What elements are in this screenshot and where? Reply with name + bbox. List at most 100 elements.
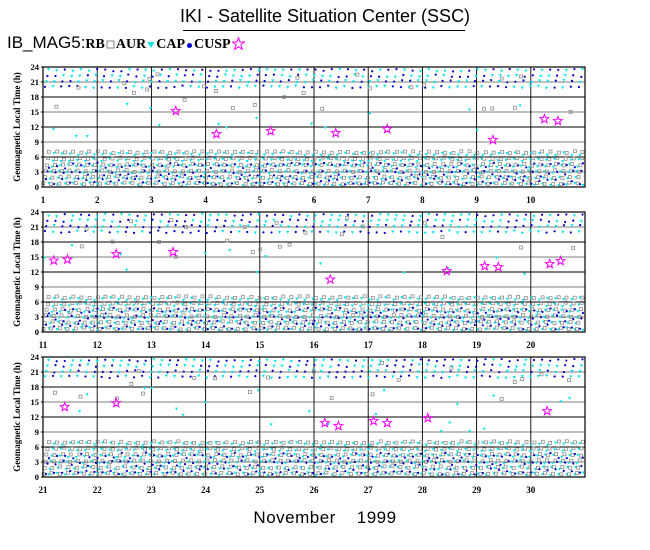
cap-point [556,460,559,463]
aur-point [172,157,176,161]
rb-point [555,155,560,160]
aur-point [272,364,276,368]
aur-point [343,296,347,300]
cap-point [175,174,179,177]
aur-point [102,364,106,368]
rb-point [402,295,407,299]
rb-point [174,162,178,166]
cap-point [532,68,536,71]
rb-point [208,440,213,445]
aur-point [147,309,151,312]
cap-point [355,163,358,166]
cap-point [392,179,395,183]
cap-point [111,316,114,319]
rb-point [176,439,181,444]
aur-point [452,175,457,179]
rb-point [118,447,123,451]
aur-point [362,326,367,330]
aur-point [504,447,508,451]
rb-point [426,149,431,154]
cap-point [440,84,443,88]
cap-point [353,318,357,321]
aur-point [92,443,97,447]
aur-point [289,215,293,219]
aur-point [473,443,477,447]
cap-point [216,218,219,222]
cap-point [133,177,137,181]
aur-point [536,230,541,234]
rb-point [92,459,97,463]
rb-point [198,308,202,313]
aur-point [534,170,538,174]
cap-point [553,230,556,233]
cap-point [562,469,565,472]
aur-point [382,310,386,313]
cap-point [400,179,404,182]
rb-point [465,163,470,168]
aur-point [95,360,99,363]
rb-point [419,295,423,300]
cap-point [480,374,483,377]
aur-point [52,80,56,84]
cap-point [467,460,470,463]
cap-point [394,318,397,322]
rb-point [114,327,119,332]
aur-point [548,213,552,217]
rb-point [166,163,171,168]
rb-point [333,175,338,180]
aur-point [471,311,475,315]
rb-point [510,326,515,330]
aur-point [518,104,522,108]
y-tick-label: 21 [31,367,40,377]
rb-point [410,294,415,299]
rb-point [341,465,346,469]
aur-point [361,365,365,369]
rb-point [175,300,180,305]
aur-point [332,316,336,320]
aur-point [439,448,443,452]
rb-point [424,170,428,174]
y-tick-label: 6 [35,152,39,162]
rb-point [228,174,233,179]
cap-point [539,462,543,465]
aur-point [230,297,234,301]
y-tick-label: 12 [31,122,40,132]
rb-point [311,169,315,174]
rb-point [357,471,361,476]
cap-point [345,316,348,320]
aur-point [60,370,64,374]
cap-point [209,456,212,459]
x-tick-label: 15 [255,340,265,350]
cap-point [225,455,229,459]
rb-point [440,168,444,172]
rb-point [382,464,387,469]
aur-point [179,310,184,314]
rb-point [225,150,229,154]
rb-point [543,174,548,179]
cap-point [483,461,486,464]
aur-point [443,213,447,217]
aur-point [392,152,396,156]
cap-point [213,230,216,233]
cap-point [507,175,510,178]
aur-point [221,449,225,453]
aur-point [123,310,127,314]
cap-point [127,218,130,221]
cap-point [577,85,581,89]
cap-point [492,68,495,71]
aur-point [253,305,257,308]
cap-point [158,322,161,325]
aur-point [52,224,56,227]
aur-point [134,219,138,223]
cap-point [279,179,282,182]
aur-point [447,229,452,233]
rb-point [71,149,75,154]
aur-point [335,298,339,302]
aur-point [517,465,521,469]
cap-point [190,323,193,326]
cap-point [369,461,373,464]
cap-point [255,79,258,82]
aur-point [431,303,435,307]
rb-point [93,163,98,167]
aur-point [127,68,132,72]
